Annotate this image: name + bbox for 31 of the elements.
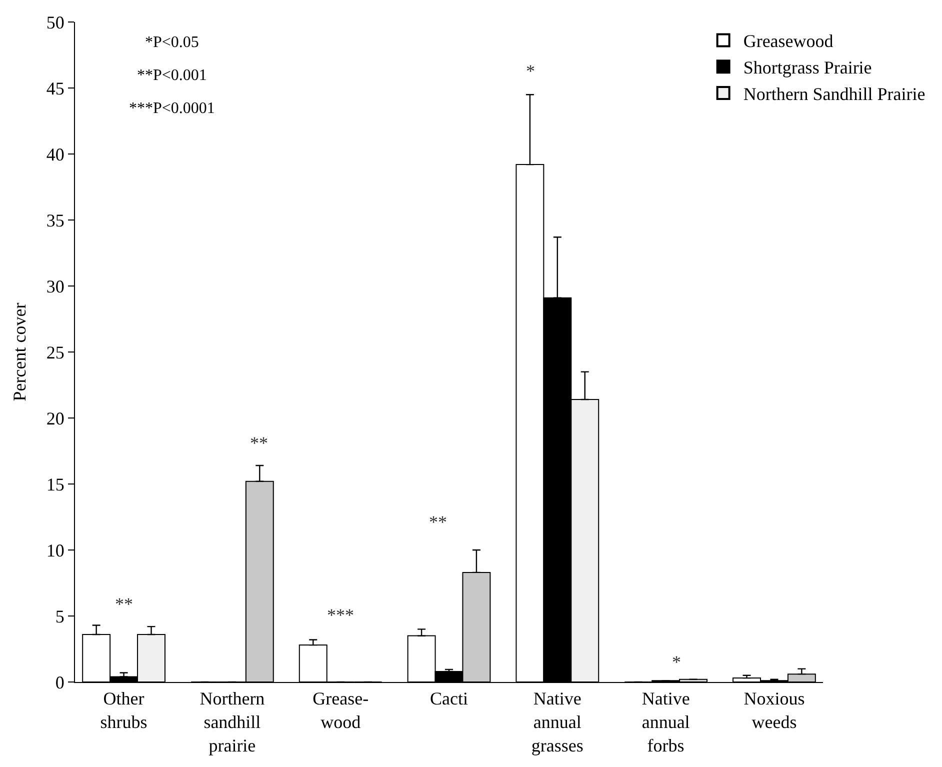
legend-label: Greasewood [743,31,834,52]
annotation: * [672,652,681,672]
y-tick-label: 25 [46,342,64,362]
annotation: *** [327,605,354,625]
legend-label: Shortgrass Prairie [743,58,872,78]
y-tick-label: 35 [46,210,64,230]
x-tick-label: Noxious weeds [744,688,805,732]
annotation: ** [115,594,133,614]
y-tick-label: 30 [46,276,64,296]
y-axis-title: Percent cover [10,302,30,402]
legend-label: Northern Sandhill Prairie [743,84,926,104]
y-tick-label: 10 [46,540,64,560]
x-tick-label: Native annual grasses [531,688,584,756]
y-tick-label: 5 [55,606,64,626]
y-tick-label: 15 [46,474,64,494]
x-tick-label: Grease- wood [312,688,369,732]
annotation: *P<0.05 [145,34,199,51]
y-tick-label: 20 [46,408,64,428]
x-tick-label: Other shrubs [100,688,148,732]
y-tick-label: 40 [46,144,64,164]
annotation: **P<0.001 [137,67,207,84]
y-tick-label: 50 [46,12,64,32]
x-tick-label: Northern sandhill prairie [200,688,265,756]
y-tick-label: 45 [46,78,64,98]
y-tick-label: 0 [55,672,64,692]
x-tick-label: Cacti [430,688,468,709]
annotation: ** [250,433,268,453]
annotation: ***P<0.0001 [129,100,215,117]
x-tick-label: Native annual forbs [642,688,690,756]
annotation: * [526,61,535,81]
annotation: ** [429,512,447,532]
